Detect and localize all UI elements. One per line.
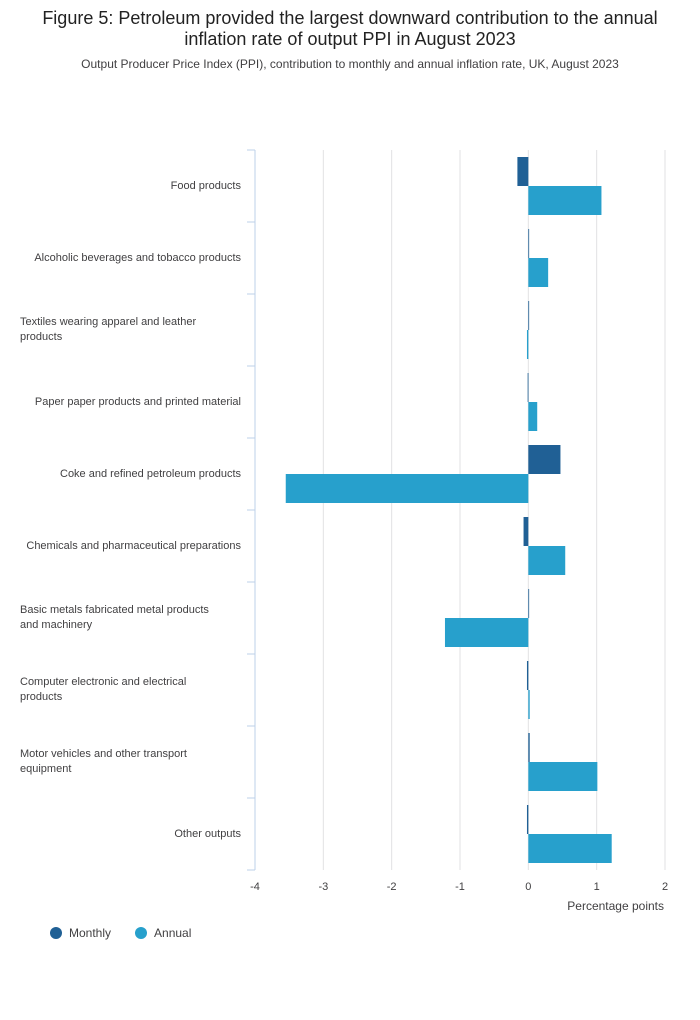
x-tick-label: -3 — [318, 881, 328, 893]
bar-monthly — [523, 517, 529, 546]
category-label: Chemicals and pharmaceutical preparation… — [26, 539, 241, 552]
category-label: Basic metals fabricated metal products a… — [20, 604, 209, 631]
legend-label: Monthly — [69, 926, 112, 940]
category-label: Coke and refined petroleum products — [60, 467, 241, 480]
bar-annual — [528, 690, 530, 719]
bar-annual — [528, 834, 612, 863]
legend-item[interactable]: Monthly — [50, 926, 111, 940]
bar-monthly — [517, 157, 529, 186]
x-tick-label: -1 — [455, 881, 465, 893]
category-label: Motor vehicles and other transport equip… — [20, 748, 187, 775]
bar-annual — [528, 402, 538, 431]
x-tick-label: -2 — [387, 881, 397, 893]
bar-annual — [285, 474, 529, 503]
bar-annual — [528, 762, 598, 791]
bar-monthly — [526, 805, 529, 834]
bar-annual — [528, 186, 602, 215]
category-label: Other outputs — [174, 827, 241, 840]
bar-annual — [528, 258, 549, 287]
bar-monthly — [527, 373, 529, 402]
x-tick-label: -4 — [250, 881, 260, 893]
bar-monthly — [528, 589, 530, 618]
x-axis-title: Percentage points — [567, 899, 664, 913]
x-tick-label: 0 — [525, 881, 531, 893]
bar-monthly — [526, 661, 529, 690]
category-label: Paper paper products and printed materia… — [34, 395, 241, 408]
legend-swatch — [50, 927, 62, 939]
legend-swatch — [135, 927, 148, 939]
category-label: Computer electronic and electrical produ… — [20, 676, 187, 703]
chart-subtitle: Output Producer Price Index (PPI), contr… — [81, 57, 619, 71]
bar-annual — [528, 546, 566, 575]
bar-monthly — [528, 733, 530, 762]
x-tick-label: 2 — [662, 881, 668, 893]
category-label: Food products — [170, 179, 241, 192]
legend-item[interactable]: Annual — [135, 926, 191, 940]
category-label: Alcoholic beverages and tobacco products — [34, 251, 241, 264]
chart-title: Figure 5: Petroleum provided the largest… — [42, 8, 658, 49]
bar-monthly — [528, 301, 530, 330]
x-tick-label: 1 — [594, 881, 600, 893]
bar-monthly — [528, 445, 561, 474]
bar-annual — [526, 330, 529, 359]
category-label: Textiles wearing apparel and leather pro… — [20, 316, 197, 343]
legend: Monthly Annual — [50, 926, 191, 940]
bar-annual — [444, 618, 529, 647]
bar-monthly — [528, 229, 530, 258]
legend-label: Annual — [154, 926, 192, 940]
